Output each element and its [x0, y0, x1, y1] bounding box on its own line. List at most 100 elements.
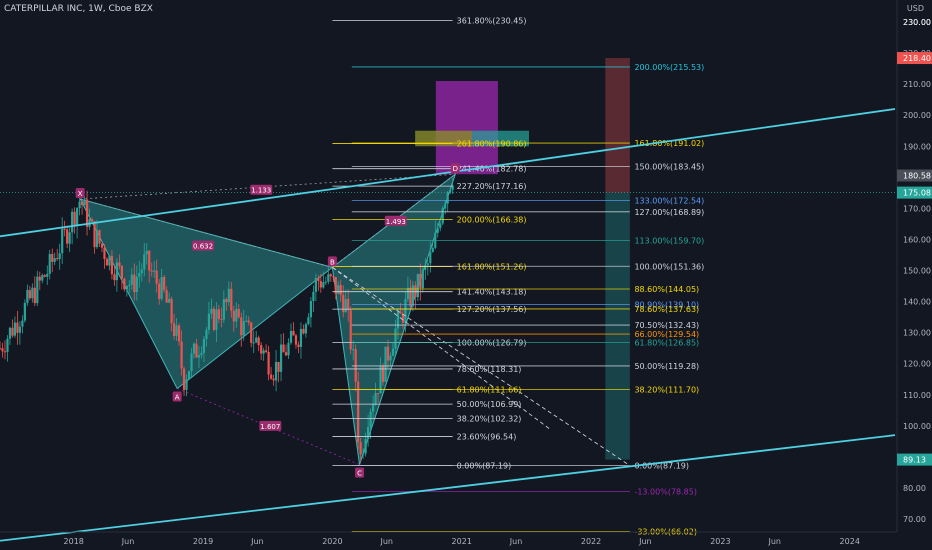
price-badge-label: 180.58 [903, 172, 931, 181]
price-tick-label: 160.00 [903, 235, 931, 244]
target-green [605, 192, 630, 460]
candle-body [250, 322, 253, 343]
candle-body [235, 308, 238, 322]
candle-body [409, 287, 412, 307]
pattern-point-label: X [78, 190, 83, 198]
candle-body [217, 309, 220, 320]
candle-body [414, 285, 417, 298]
candle-body [312, 291, 315, 302]
candle-body [115, 262, 118, 281]
pattern-point-label: B [330, 258, 335, 266]
candle-body [46, 273, 49, 277]
candle-body [329, 274, 332, 277]
candle-body [13, 322, 17, 336]
candle-body [230, 288, 233, 311]
fib-label: 113.00%(159.70) [634, 236, 704, 245]
ratio-badge [250, 184, 273, 195]
candle-body [130, 274, 133, 285]
time-tick-label: 2018 [64, 537, 84, 546]
candle-body [287, 342, 290, 356]
candle-body [205, 329, 208, 339]
trendline [0, 434, 896, 542]
candle-body [170, 298, 173, 324]
currency-label: USD [906, 4, 924, 13]
candle-body [421, 269, 424, 289]
candle-body [354, 349, 357, 382]
candle-body [225, 299, 228, 303]
price-tick-label: 230.00 [903, 18, 931, 27]
candle-body [200, 352, 203, 356]
candle-body [68, 232, 71, 244]
candle-body [349, 310, 352, 350]
candle-body [411, 285, 414, 307]
time-axis[interactable]: 2018 Jun 2019 Jun 2020 Jun 2021 Jun 2022 Jun 2023 J… [0, 531, 897, 546]
time-tick-label: Jun [121, 537, 135, 546]
price-badge [897, 186, 932, 199]
candle-body [431, 247, 434, 253]
candle-body [215, 309, 218, 330]
ratio-label: 1.607 [260, 423, 280, 431]
ratio-label: 1.133 [251, 187, 271, 195]
candle-body [270, 374, 273, 379]
candle-body [357, 381, 360, 443]
projection-line [332, 267, 550, 430]
candle-body [182, 368, 186, 390]
candle-body [38, 276, 41, 281]
time-tick-label: Jun [379, 537, 393, 546]
price-tick-label: 80.00 [903, 484, 926, 493]
fib-label: 66.00%(129.54) [634, 330, 699, 339]
candle-body [93, 221, 96, 248]
price-badge [897, 169, 932, 182]
candle-body [352, 349, 355, 351]
candle-body [23, 302, 26, 321]
ratio-label: 0.632 [193, 243, 213, 251]
price-axis[interactable]: 70.0080.0090.00100.00110.00120.00130.001… [896, 0, 932, 532]
candle-body [28, 290, 31, 299]
candle-body [304, 324, 308, 334]
trendlines[interactable] [0, 108, 896, 542]
candle-body [192, 343, 196, 354]
candle-body [61, 228, 64, 254]
candle-body [337, 285, 340, 294]
time-tick-label: Jun [638, 537, 652, 546]
candle-body [202, 338, 206, 353]
candle-body [302, 328, 305, 334]
price-tick-label: 170.00 [903, 204, 931, 213]
fib-label: 161.80%(191.02) [634, 139, 704, 148]
candle-body [210, 308, 213, 314]
candle-body [436, 228, 439, 233]
price-tick-label: 200.00 [903, 111, 931, 120]
candle-body [173, 323, 176, 336]
candle-body [220, 319, 223, 321]
ratio-badge [259, 420, 282, 431]
candle-body [317, 278, 320, 282]
candle-body [446, 192, 449, 204]
fib-label: 23.60%(96.54) [457, 433, 517, 442]
pattern-point-label: C [357, 470, 362, 478]
candle-body [367, 427, 370, 440]
fib-label: 100.00%(151.36) [634, 262, 704, 271]
candle-body [396, 311, 400, 329]
candle-body [376, 393, 380, 395]
time-tick-label: 2023 [710, 537, 730, 546]
pattern-point-badge [327, 256, 337, 267]
candle-body [245, 320, 248, 322]
candle-body [364, 439, 367, 454]
candle-body [63, 228, 66, 230]
time-tick-label: 2019 [193, 537, 213, 546]
fib-label: -13.00%(78.85) [634, 488, 697, 497]
candle-body [80, 201, 84, 205]
fib-label: 0.00%(87.19) [457, 462, 512, 471]
candle-body [197, 355, 201, 358]
candle-body [41, 275, 44, 281]
fib-label: 70.50%(132.43) [634, 321, 699, 330]
candle-body [362, 453, 365, 455]
candle-body [78, 201, 81, 209]
time-tick-label: Jun [767, 537, 781, 546]
candle-body [347, 298, 350, 311]
candle-body [424, 265, 427, 270]
fib-label: 361.80%(230.45) [457, 17, 527, 26]
candle-body [374, 393, 377, 405]
fib-label: 141.40%(143.18) [457, 288, 527, 297]
